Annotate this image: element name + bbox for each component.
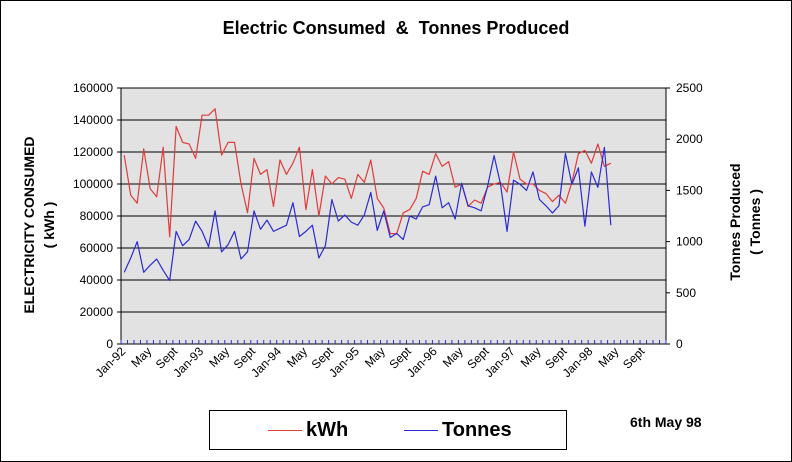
y-left-tick-label: 60000	[80, 241, 114, 255]
x-tick-label: May	[440, 344, 466, 370]
x-tick-label: Jan-97	[482, 344, 518, 380]
legend: kWh Tonnes	[209, 410, 567, 450]
y-left-tick-label: 140000	[73, 113, 113, 127]
y-right-tick-label: 2500	[676, 81, 703, 95]
y-axis-left-label-line2: ( kWh )	[41, 202, 57, 249]
series-line-kwh	[123, 108, 612, 238]
legend-item-kwh: kWh	[268, 419, 348, 441]
x-tick-label: May	[128, 344, 154, 370]
y-right-tick-label: 2000	[676, 132, 703, 146]
x-tick-label: May	[206, 344, 232, 370]
x-tick-label: May	[518, 344, 544, 370]
x-tick-label: May	[284, 344, 310, 370]
y-right-tick-label: 500	[676, 286, 696, 300]
y-right-tick-label: 0	[676, 337, 683, 351]
x-tick-label: May	[596, 344, 622, 370]
y-axis-left-label-line1: ELECTRICITY CONSUMED	[21, 136, 37, 313]
legend-line-kwh	[268, 429, 302, 431]
date-annotation: 6th May 98	[630, 414, 702, 430]
x-tick-label: Jan-96	[404, 344, 440, 380]
legend-label-kwh: kWh	[306, 418, 349, 441]
series-line-tonnes	[123, 146, 612, 282]
y-left-tick-label: 20000	[80, 305, 114, 319]
legend-label-tonnes: Tonnes	[442, 418, 512, 441]
y-axis-right-label-line1: Tonnes Produced	[727, 163, 743, 280]
y-left-tick-label: 100000	[73, 177, 113, 191]
x-tick-label: Jan-94	[248, 344, 284, 380]
y-right-tick-label: 1500	[676, 183, 703, 197]
x-tick-label: May	[362, 344, 388, 370]
x-tick-label: Sept	[620, 344, 648, 372]
y-left-tick-label: 40000	[80, 273, 114, 287]
y-left-tick-label: 0	[106, 337, 113, 351]
legend-item-tonnes: Tonnes	[404, 419, 512, 441]
y-right-tick-label: 1000	[676, 235, 703, 249]
y-left-tick-label: 160000	[73, 81, 113, 95]
chart-title: Electric Consumed & Tonnes Produced	[222, 18, 570, 38]
y-left-tick-label: 120000	[73, 145, 113, 159]
x-tick-label: Jan-98	[560, 344, 596, 380]
y-left-tick-label: 80000	[80, 209, 114, 223]
x-tick-label: Jan-93	[170, 344, 206, 380]
x-tick-label: Jan-95	[326, 344, 362, 380]
y-axis-right-label-line2: ( Tonnes )	[747, 189, 763, 255]
legend-line-tonnes	[404, 429, 438, 431]
